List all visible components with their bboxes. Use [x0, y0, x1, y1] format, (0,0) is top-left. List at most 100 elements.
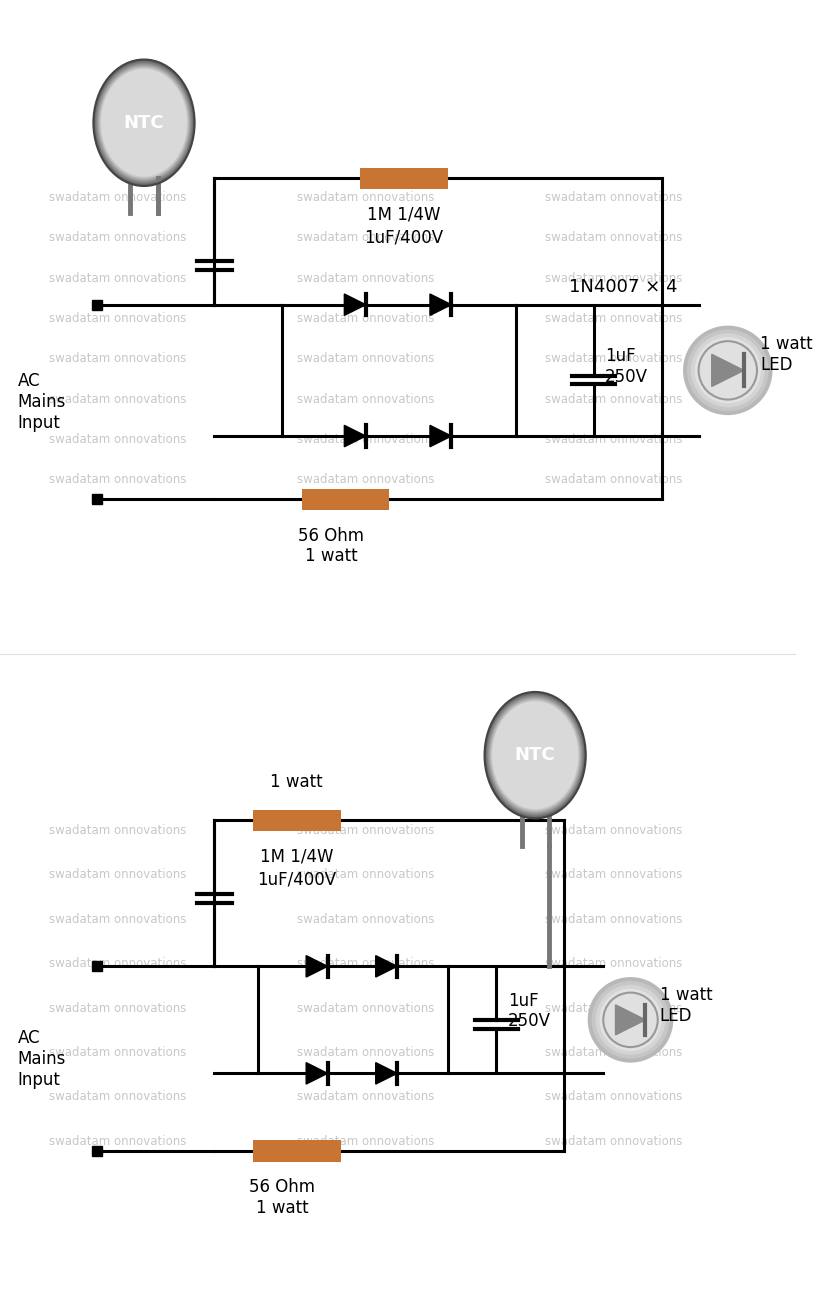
Text: swadatam onnovations: swadatam onnovations: [297, 913, 434, 926]
Text: 56 Ohm
1 watt: 56 Ohm 1 watt: [298, 527, 364, 565]
Text: swadatam onnovations: swadatam onnovations: [48, 869, 186, 882]
Text: swadatam onnovations: swadatam onnovations: [297, 1002, 434, 1015]
Text: 56 Ohm
1 watt: 56 Ohm 1 watt: [249, 1179, 315, 1218]
Text: swadatam onnovations: swadatam onnovations: [48, 433, 186, 446]
Circle shape: [591, 981, 669, 1058]
Text: 1 watt
LED: 1 watt LED: [760, 335, 812, 374]
Ellipse shape: [490, 698, 580, 811]
Circle shape: [699, 341, 757, 399]
Circle shape: [699, 341, 757, 399]
Text: 1uF/400V: 1uF/400V: [257, 871, 336, 889]
Text: swadatam onnovations: swadatam onnovations: [545, 1135, 682, 1148]
Text: swadatam onnovations: swadatam onnovations: [48, 313, 186, 326]
Text: swadatam onnovations: swadatam onnovations: [545, 1002, 682, 1015]
Ellipse shape: [492, 701, 579, 810]
Polygon shape: [712, 354, 744, 386]
Ellipse shape: [101, 68, 187, 178]
Ellipse shape: [487, 695, 584, 816]
Text: AC
Mains
Input: AC Mains Input: [17, 373, 66, 432]
Polygon shape: [430, 294, 452, 315]
Ellipse shape: [93, 59, 195, 186]
Text: swadatam onnovations: swadatam onnovations: [545, 869, 682, 882]
Circle shape: [694, 337, 761, 403]
Text: swadatam onnovations: swadatam onnovations: [545, 232, 682, 245]
Text: swadatam onnovations: swadatam onnovations: [545, 957, 682, 971]
Bar: [253, 810, 340, 831]
Ellipse shape: [488, 697, 582, 814]
Text: swadatam onnovations: swadatam onnovations: [297, 957, 434, 971]
Ellipse shape: [95, 61, 193, 184]
Text: swadatam onnovations: swadatam onnovations: [297, 191, 434, 204]
Text: 1 watt: 1 watt: [271, 773, 323, 791]
Ellipse shape: [492, 701, 578, 808]
Ellipse shape: [484, 692, 586, 819]
Ellipse shape: [97, 63, 192, 183]
Ellipse shape: [97, 64, 191, 182]
Circle shape: [603, 993, 658, 1048]
Polygon shape: [615, 1005, 645, 1035]
Polygon shape: [375, 956, 397, 977]
Text: swadatam onnovations: swadatam onnovations: [48, 392, 186, 405]
Polygon shape: [430, 425, 452, 447]
Text: swadatam onnovations: swadatam onnovations: [297, 352, 434, 365]
Text: 1 watt
LED: 1 watt LED: [659, 986, 712, 1024]
Text: swadatam onnovations: swadatam onnovations: [545, 824, 682, 837]
Text: swadatam onnovations: swadatam onnovations: [297, 824, 434, 837]
Text: swadatam onnovations: swadatam onnovations: [545, 191, 682, 204]
Text: swadatam onnovations: swadatam onnovations: [297, 1135, 434, 1148]
Polygon shape: [344, 425, 366, 447]
Ellipse shape: [101, 69, 187, 177]
Polygon shape: [306, 956, 327, 977]
Ellipse shape: [94, 60, 194, 186]
Circle shape: [691, 334, 765, 407]
Ellipse shape: [96, 61, 192, 183]
Text: swadatam onnovations: swadatam onnovations: [48, 232, 186, 245]
Text: swadatam onnovations: swadatam onnovations: [297, 473, 434, 487]
Text: 1M 1/4W: 1M 1/4W: [367, 205, 441, 224]
Text: swadatam onnovations: swadatam onnovations: [297, 1091, 434, 1104]
Text: swadatam onnovations: swadatam onnovations: [48, 272, 186, 285]
Text: swadatam onnovations: swadatam onnovations: [48, 913, 186, 926]
Text: swadatam onnovations: swadatam onnovations: [297, 392, 434, 405]
Text: swadatam onnovations: swadatam onnovations: [48, 1135, 186, 1148]
Circle shape: [587, 977, 673, 1062]
Text: swadatam onnovations: swadatam onnovations: [297, 869, 434, 882]
Polygon shape: [375, 1062, 397, 1084]
Ellipse shape: [488, 696, 582, 814]
Circle shape: [596, 985, 666, 1054]
Text: 1uF
250V: 1uF 250V: [605, 347, 648, 386]
Circle shape: [687, 330, 769, 411]
Ellipse shape: [99, 67, 189, 179]
Text: swadatam onnovations: swadatam onnovations: [48, 473, 186, 487]
Text: swadatam onnovations: swadatam onnovations: [545, 1046, 682, 1059]
Text: 1uF
250V: 1uF 250V: [508, 991, 551, 1031]
Ellipse shape: [491, 700, 579, 811]
Bar: [360, 167, 447, 188]
Text: swadatam onnovations: swadatam onnovations: [48, 1046, 186, 1059]
Text: swadatam onnovations: swadatam onnovations: [297, 1046, 434, 1059]
Text: AC
Mains
Input: AC Mains Input: [17, 1029, 66, 1088]
Circle shape: [683, 326, 772, 415]
Ellipse shape: [489, 698, 581, 812]
Text: swadatam onnovations: swadatam onnovations: [48, 352, 186, 365]
Text: swadatam onnovations: swadatam onnovations: [297, 433, 434, 446]
Text: NTC: NTC: [515, 746, 555, 764]
Bar: [253, 1141, 340, 1162]
Text: swadatam onnovations: swadatam onnovations: [297, 313, 434, 326]
Text: swadatam onnovations: swadatam onnovations: [545, 913, 682, 926]
Text: swadatam onnovations: swadatam onnovations: [48, 1091, 186, 1104]
Ellipse shape: [486, 693, 584, 816]
Text: swadatam onnovations: swadatam onnovations: [48, 957, 186, 971]
Text: swadatam onnovations: swadatam onnovations: [297, 232, 434, 245]
Ellipse shape: [100, 67, 188, 178]
Text: swadatam onnovations: swadatam onnovations: [545, 473, 682, 487]
Text: 1uF/400V: 1uF/400V: [364, 229, 443, 247]
Text: swadatam onnovations: swadatam onnovations: [545, 272, 682, 285]
Text: swadatam onnovations: swadatam onnovations: [48, 191, 186, 204]
Polygon shape: [306, 1062, 327, 1084]
Bar: [302, 489, 389, 510]
Text: swadatam onnovations: swadatam onnovations: [48, 824, 186, 837]
Text: swadatam onnovations: swadatam onnovations: [545, 313, 682, 326]
Text: 1N4007 × 4: 1N4007 × 4: [569, 279, 677, 296]
Text: swadatam onnovations: swadatam onnovations: [48, 1002, 186, 1015]
